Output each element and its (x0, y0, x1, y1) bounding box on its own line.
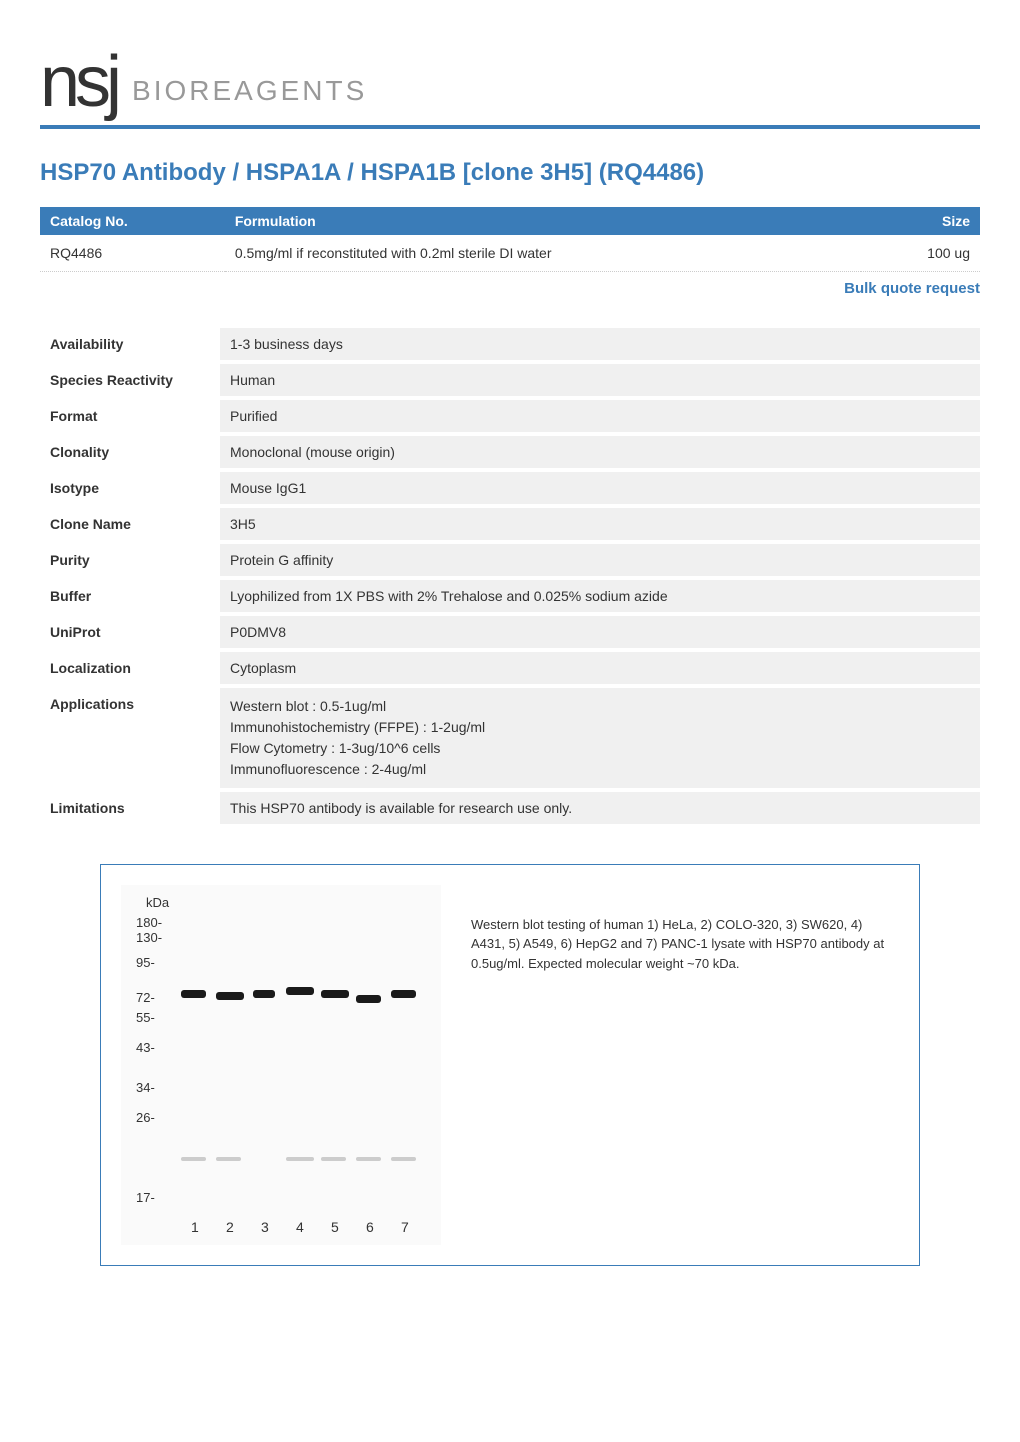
wb-faint-band (321, 1157, 346, 1161)
catalog-header-formulation: Formulation (225, 207, 861, 235)
wb-faint-band (286, 1157, 314, 1161)
spec-row: FormatPurified (40, 400, 980, 432)
image-caption: Western blot testing of human 1) HeLa, 2… (471, 885, 899, 1245)
wb-band (356, 995, 381, 1003)
western-blot-image: kDa 180-130- 95- 72- 55- 43- 34- 26- 17- 1 2 3 4 5 6 7 (121, 885, 441, 1245)
header-section: nsj BIOREAGENTS (40, 50, 980, 129)
wb-band (253, 990, 275, 998)
spec-value: 3H5 (220, 508, 980, 540)
wb-lane-label: 1 (191, 1219, 199, 1235)
spec-row: Availability1-3 business days (40, 328, 980, 360)
wb-marker: 26- (136, 1110, 155, 1125)
spec-table: Availability1-3 business daysSpecies Rea… (40, 328, 980, 824)
catalog-cell-no: RQ4486 (40, 235, 225, 272)
spec-row: LimitationsThis HSP70 antibody is availa… (40, 792, 980, 824)
product-title: HSP70 Antibody / HSPA1A / HSPA1B [clone … (40, 159, 980, 187)
wb-kda-label: kDa (146, 895, 169, 910)
wb-faint-band (181, 1157, 206, 1161)
spec-row: ClonalityMonoclonal (mouse origin) (40, 436, 980, 468)
catalog-row: RQ4486 0.5mg/ml if reconstituted with 0.… (40, 235, 980, 272)
wb-faint-band (391, 1157, 416, 1161)
spec-value: Purified (220, 400, 980, 432)
spec-label: Species Reactivity (40, 364, 220, 396)
wb-marker: 17- (136, 1190, 155, 1205)
logo-mark: nsj (40, 50, 117, 115)
wb-marker: 55- (136, 1010, 155, 1025)
catalog-header-no: Catalog No. (40, 207, 225, 235)
spec-label: Localization (40, 652, 220, 684)
spec-value: Cytoplasm (220, 652, 980, 684)
wb-band (321, 990, 349, 998)
spec-value: Monoclonal (mouse origin) (220, 436, 980, 468)
wb-lane-label: 5 (331, 1219, 339, 1235)
spec-row: LocalizationCytoplasm (40, 652, 980, 684)
wb-lane-label: 7 (401, 1219, 409, 1235)
spec-label: Clonality (40, 436, 220, 468)
spec-row: UniProtP0DMV8 (40, 616, 980, 648)
wb-marker: 43- (136, 1040, 155, 1055)
wb-faint-band (356, 1157, 381, 1161)
spec-row: ApplicationsWestern blot : 0.5-1ug/mlImm… (40, 688, 980, 788)
wb-lane-label: 4 (296, 1219, 304, 1235)
wb-placeholder: kDa 180-130- 95- 72- 55- 43- 34- 26- 17- 1 2 3 4 5 6 7 (121, 885, 441, 1245)
wb-marker: 34- (136, 1080, 155, 1095)
spec-value: Lyophilized from 1X PBS with 2% Trehalos… (220, 580, 980, 612)
spec-value: Mouse IgG1 (220, 472, 980, 504)
spec-value: Human (220, 364, 980, 396)
image-section: kDa 180-130- 95- 72- 55- 43- 34- 26- 17- 1 2 3 4 5 6 7… (100, 864, 920, 1266)
wb-lane-label: 3 (261, 1219, 269, 1235)
spec-label: Isotype (40, 472, 220, 504)
spec-value: Protein G affinity (220, 544, 980, 576)
wb-band (391, 990, 416, 998)
wb-marker: 95- (136, 955, 155, 970)
bulk-quote-link[interactable]: Bulk quote request (844, 280, 980, 297)
spec-value: 1-3 business days (220, 328, 980, 360)
catalog-cell-formulation: 0.5mg/ml if reconstituted with 0.2ml ste… (225, 235, 861, 272)
spec-value: Western blot : 0.5-1ug/mlImmunohistochem… (220, 688, 980, 788)
wb-band (216, 992, 244, 1000)
catalog-cell-size: 100 ug (861, 235, 980, 272)
wb-marker: 72- (136, 990, 155, 1005)
spec-label: Buffer (40, 580, 220, 612)
wb-band (181, 990, 206, 998)
spec-label: Applications (40, 688, 220, 788)
logo: nsj BIOREAGENTS (40, 50, 980, 115)
spec-label: Format (40, 400, 220, 432)
wb-marker: 130- (136, 930, 162, 945)
wb-marker: 180- (136, 915, 162, 930)
catalog-table: Catalog No. Formulation Size RQ4486 0.5m… (40, 207, 980, 272)
spec-row: Species ReactivityHuman (40, 364, 980, 396)
spec-value: P0DMV8 (220, 616, 980, 648)
logo-text: BIOREAGENTS (132, 75, 367, 115)
wb-band (286, 987, 314, 995)
catalog-header-size: Size (861, 207, 980, 235)
bulk-link-container: Bulk quote request (40, 280, 980, 298)
wb-lane-label: 6 (366, 1219, 374, 1235)
spec-row: IsotypeMouse IgG1 (40, 472, 980, 504)
spec-row: PurityProtein G affinity (40, 544, 980, 576)
spec-row: Clone Name3H5 (40, 508, 980, 540)
spec-label: Availability (40, 328, 220, 360)
spec-label: UniProt (40, 616, 220, 648)
spec-value: This HSP70 antibody is available for res… (220, 792, 980, 824)
spec-label: Purity (40, 544, 220, 576)
spec-label: Limitations (40, 792, 220, 824)
wb-lane-label: 2 (226, 1219, 234, 1235)
wb-faint-band (216, 1157, 241, 1161)
spec-row: BufferLyophilized from 1X PBS with 2% Tr… (40, 580, 980, 612)
spec-label: Clone Name (40, 508, 220, 540)
